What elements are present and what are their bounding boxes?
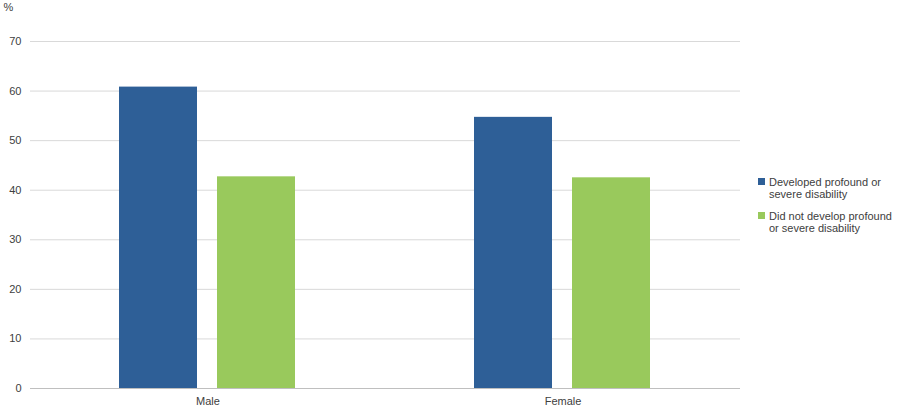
svg-text:20: 20 — [9, 283, 21, 295]
svg-text:%: % — [4, 1, 14, 13]
svg-text:0: 0 — [15, 382, 21, 394]
svg-text:70: 70 — [9, 35, 21, 47]
html-text:Did not develop profound or se: Did not develop profound or severe disab… — [769, 210, 892, 234]
svg-text:Male: Male — [196, 395, 220, 407]
html-text:Developed profound or severe d: Developed profound or severe disability — [769, 176, 881, 200]
svg-text:50: 50 — [9, 134, 21, 146]
svg-text:30: 30 — [9, 233, 21, 245]
svg-text:40: 40 — [9, 184, 21, 196]
svg-text:60: 60 — [9, 85, 21, 97]
svg-text:Female: Female — [545, 395, 582, 407]
svg-text:10: 10 — [9, 332, 21, 344]
